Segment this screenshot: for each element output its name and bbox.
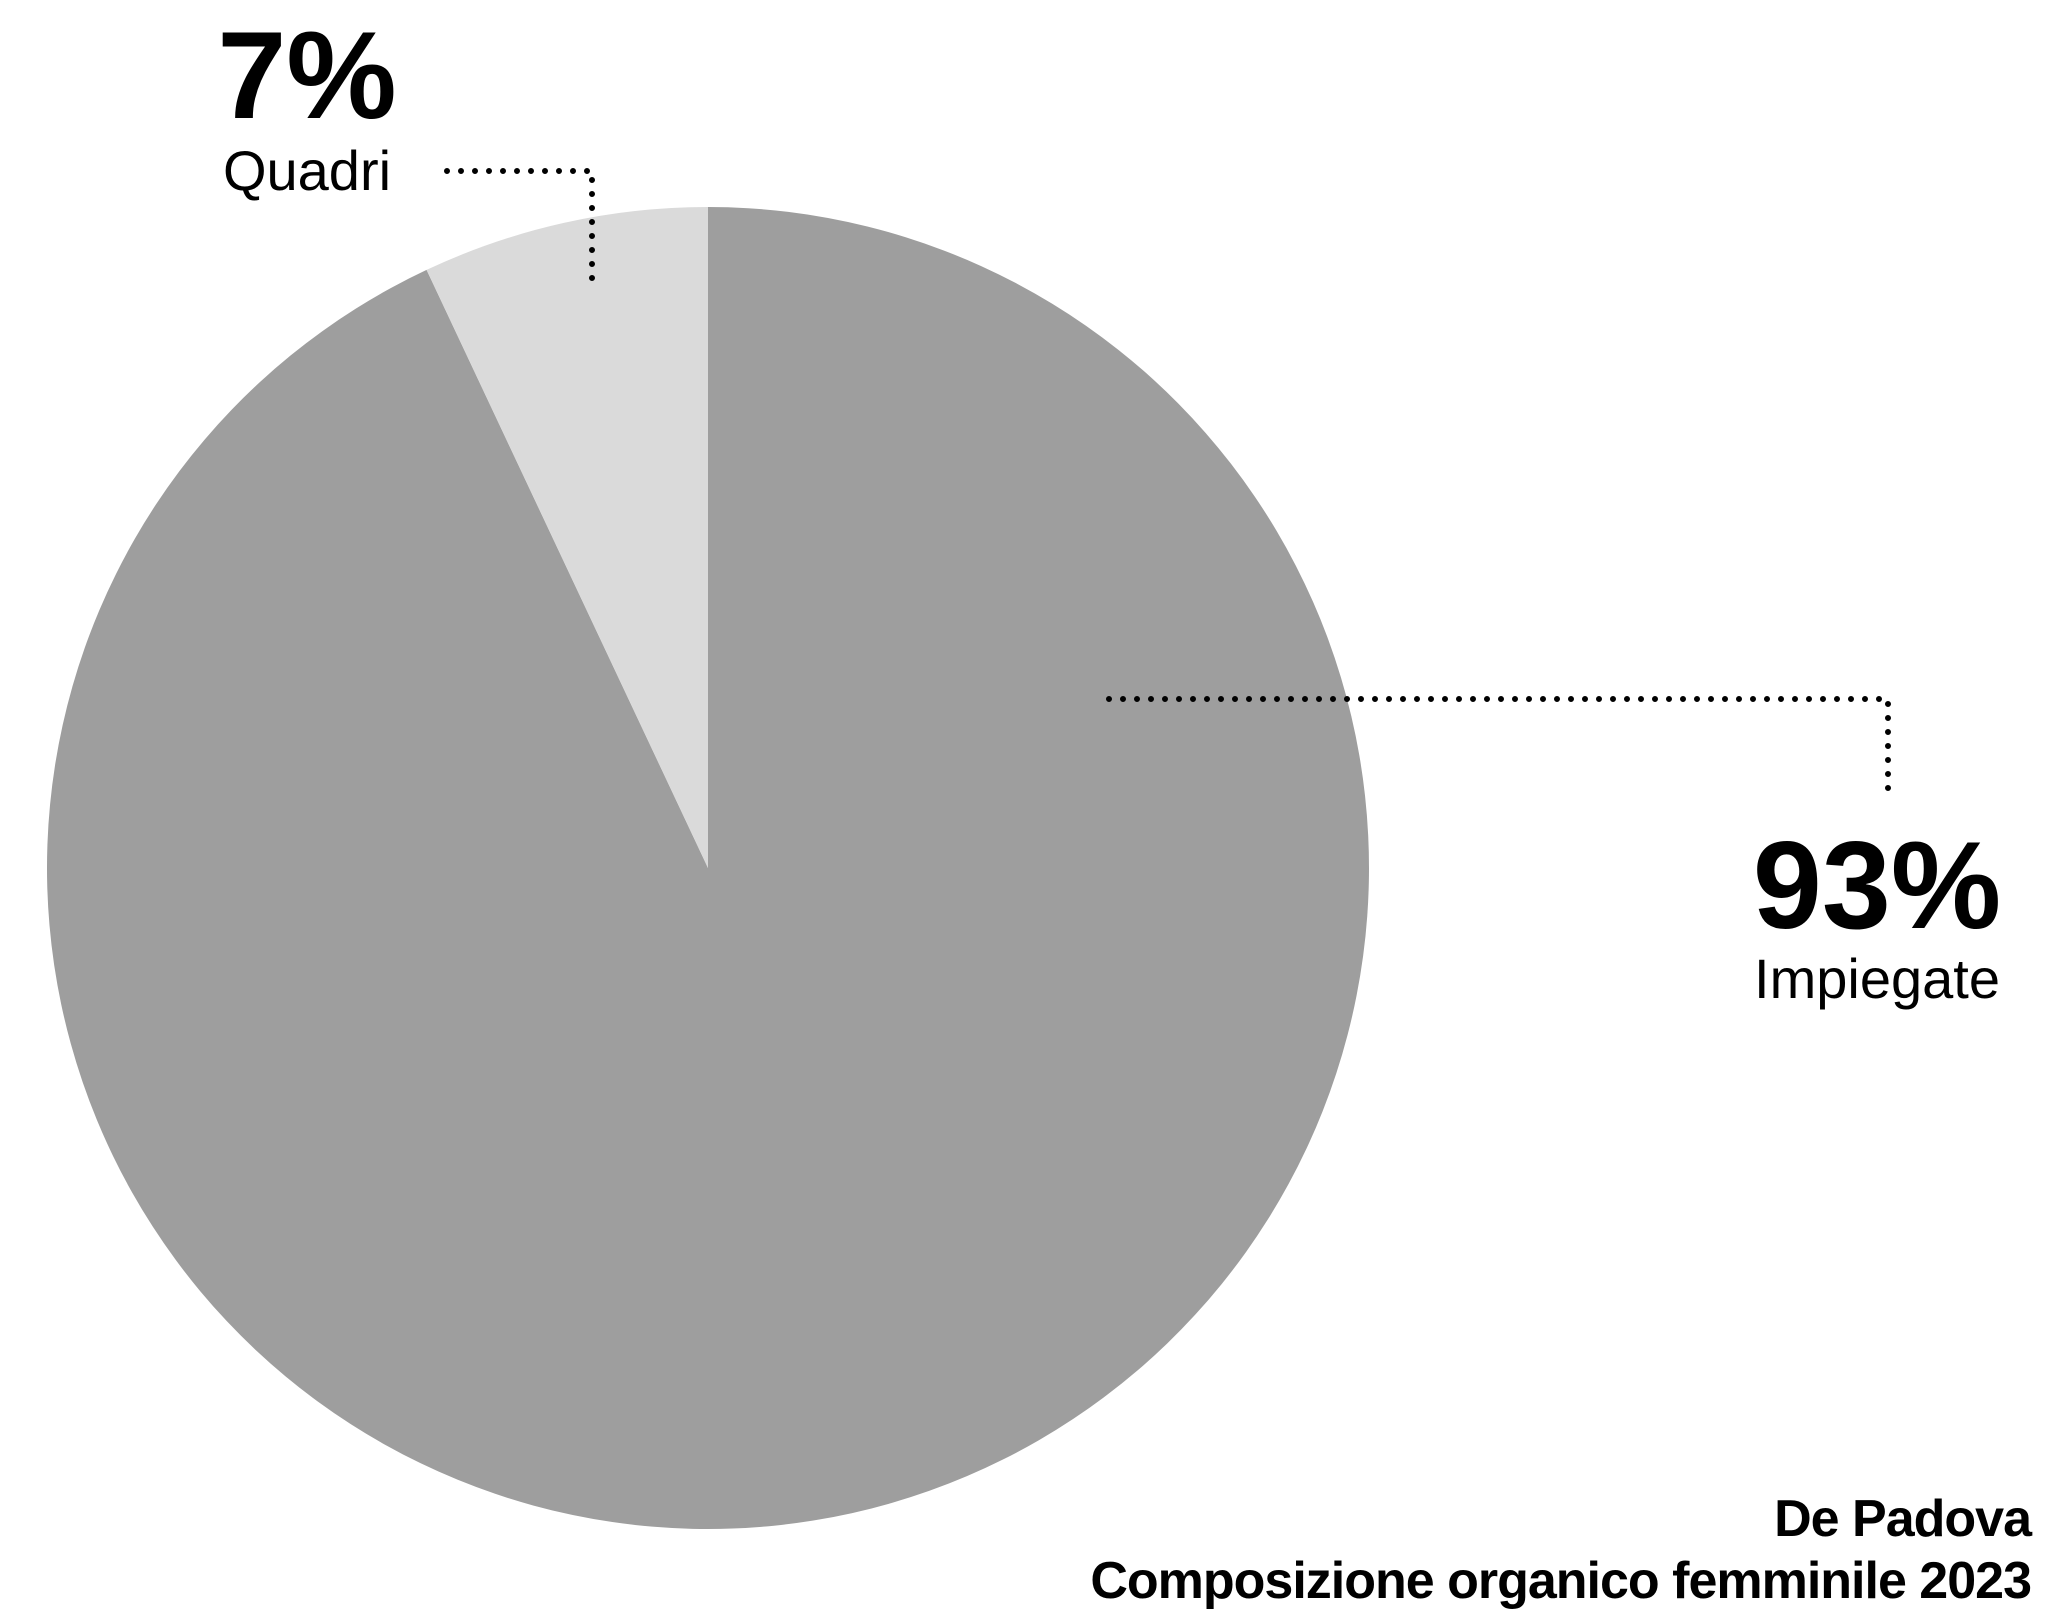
chart-title: De Padova — [1774, 1490, 2033, 1548]
pie-slice — [46, 207, 1369, 1529]
pie-slice — [426, 207, 708, 868]
chart-subtitle: Composizione organico femminile 2023 — [1090, 1552, 2031, 1610]
value-label: 7% — [217, 7, 396, 145]
category-label: Impiegate — [1754, 947, 2000, 1010]
value-label: 93% — [1753, 817, 2001, 955]
pie — [46, 207, 1369, 1529]
category-label: Quadri — [223, 139, 391, 202]
